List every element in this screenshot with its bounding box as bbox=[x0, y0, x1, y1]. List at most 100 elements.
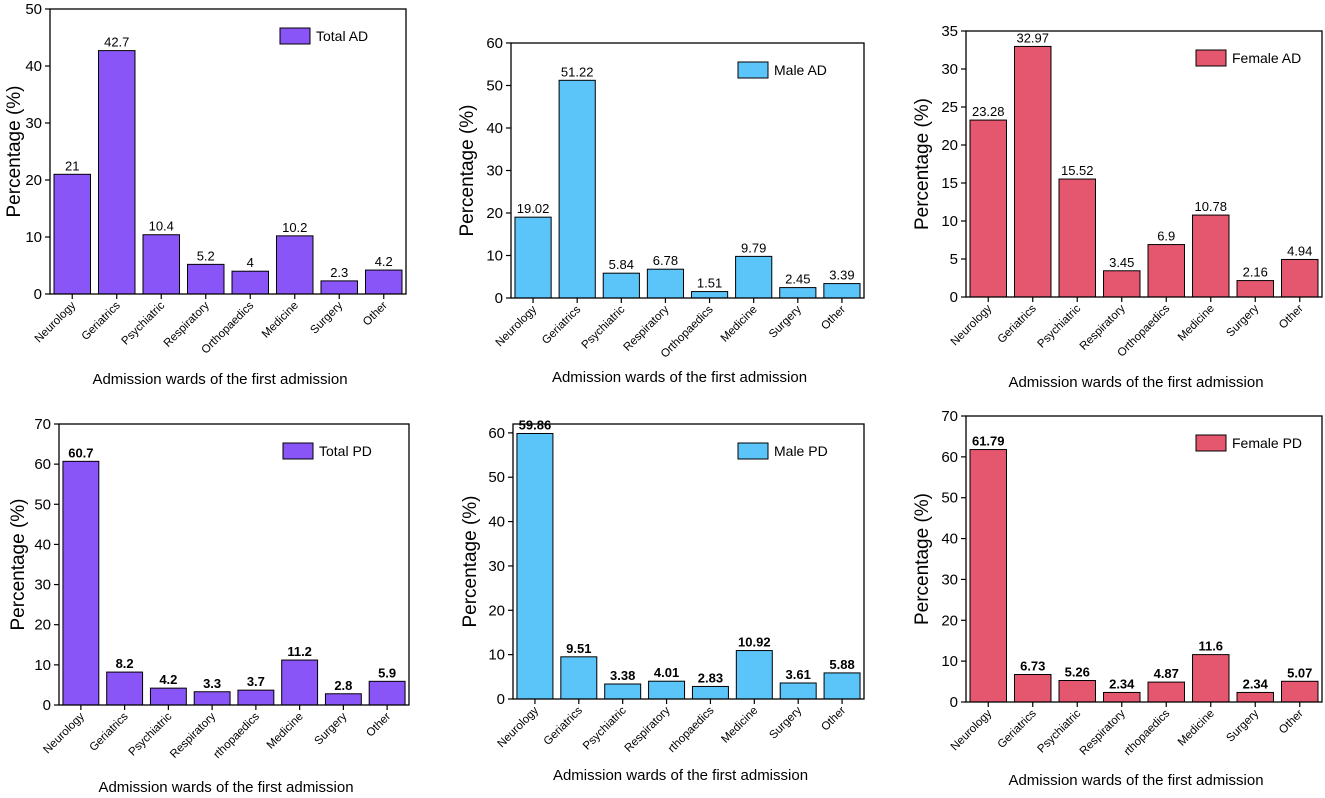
bar-psychiatric bbox=[602, 272, 640, 299]
plot-frame bbox=[512, 423, 865, 700]
bar-geriatrics bbox=[1014, 45, 1052, 298]
y-tick-label: 30 bbox=[25, 115, 42, 132]
x-axis-label: Admission wards of the first admission bbox=[1008, 374, 1263, 391]
legend-label: Total PD bbox=[319, 443, 372, 459]
y-tick-label: 40 bbox=[488, 514, 505, 531]
value-label: 5.88 bbox=[829, 657, 854, 672]
bar-surgery bbox=[779, 287, 817, 299]
x-tick-label: Neurology bbox=[496, 704, 542, 750]
y-tick-label: 60 bbox=[34, 456, 51, 473]
y-tick-label: 10 bbox=[941, 653, 958, 670]
x-tick-label: Medicine bbox=[719, 705, 760, 746]
y-axis-label: Percentage (%) bbox=[8, 498, 29, 630]
bar-psychiatric bbox=[149, 687, 187, 706]
x-tick-label: Geriatrics bbox=[80, 299, 123, 342]
y-tick-label: 0 bbox=[43, 697, 51, 714]
plot-frame bbox=[965, 30, 1323, 298]
bar-respiratory bbox=[648, 680, 686, 700]
bar-neurology bbox=[514, 216, 552, 299]
x-tick-label: Geriatrics bbox=[996, 302, 1039, 345]
legend-label: Female PD bbox=[1232, 435, 1302, 451]
value-label: 5.26 bbox=[1065, 665, 1090, 680]
x-tick-label: Psychiatric bbox=[580, 303, 628, 351]
x-tick-label: Neurology bbox=[494, 303, 540, 349]
y-tick-label: 0 bbox=[495, 290, 503, 307]
x-tick-label: Geriatrics bbox=[996, 707, 1039, 750]
bar-orthopaedics bbox=[1147, 244, 1186, 298]
bar-surgery bbox=[320, 280, 358, 295]
bar-medicine bbox=[735, 255, 773, 299]
legend-label: Female AD bbox=[1232, 50, 1301, 66]
y-tick-label: 40 bbox=[34, 536, 51, 553]
x-tick-label: Medicine bbox=[1176, 708, 1217, 749]
y-tick-label: 60 bbox=[488, 425, 505, 442]
value-label: 3.39 bbox=[829, 268, 854, 283]
y-tick-label: 50 bbox=[486, 78, 503, 95]
y-tick-label: 20 bbox=[941, 612, 958, 629]
bar-respiratory bbox=[193, 691, 231, 706]
legend-swatch bbox=[737, 61, 769, 79]
bar-other bbox=[368, 680, 406, 706]
bar-surgery bbox=[1236, 280, 1275, 298]
value-label: 5.9 bbox=[378, 665, 396, 680]
value-label: 6.73 bbox=[1020, 659, 1045, 674]
y-tick-label: 60 bbox=[941, 449, 958, 466]
value-label: 51.22 bbox=[561, 64, 594, 79]
y-tick-label: 0 bbox=[34, 286, 42, 303]
value-label: 4.2 bbox=[375, 254, 393, 269]
value-label: 10.78 bbox=[1194, 199, 1227, 214]
y-tick-label: 50 bbox=[34, 496, 51, 513]
x-tick-label: Psychiatric bbox=[120, 299, 168, 347]
value-label: 3.3 bbox=[203, 676, 221, 691]
panel-total-ad: 21 42.7 10.4 5.2 4 10.2 2.3 4.2 0 10 20 30 40 50 Neuro… bbox=[4, 1, 407, 388]
y-tick-label: 10 bbox=[486, 248, 503, 265]
bar-other bbox=[823, 283, 861, 299]
bar-surgery bbox=[1236, 691, 1275, 703]
legend-label: Total AD bbox=[316, 28, 368, 44]
y-axis-label: Percentage (%) bbox=[457, 104, 478, 236]
y-axis-label: Percentage (%) bbox=[912, 493, 933, 625]
x-tick-label: Psychiatric bbox=[581, 704, 629, 752]
x-tick-label: Respiratory bbox=[1078, 707, 1128, 757]
x-tick-label: Geriatrics bbox=[542, 704, 585, 747]
y-tick-label: 10 bbox=[34, 657, 51, 674]
value-label: 2.83 bbox=[698, 670, 723, 685]
value-label: 4.01 bbox=[654, 665, 679, 680]
panel-total-pd: 60.7 8.2 4.2 3.3 3.7 11.2 2.8 5.9 0 10 20 30 40 50 60 7… bbox=[8, 416, 410, 796]
x-axis-label: Admission wards of the first admission bbox=[92, 371, 347, 388]
y-tick-label: 0 bbox=[497, 691, 505, 708]
y-tick-label: 60 bbox=[486, 35, 503, 52]
x-tick-label: Geriatrics bbox=[540, 303, 583, 346]
value-label: 3.38 bbox=[610, 668, 635, 683]
bar-other bbox=[1281, 258, 1319, 298]
y-tick-label: 10 bbox=[25, 229, 42, 246]
value-label: 3.7 bbox=[247, 674, 265, 689]
x-tick-label: Geriatrics bbox=[87, 710, 130, 753]
bar-surgery bbox=[779, 682, 817, 700]
bar-medicine bbox=[735, 650, 773, 700]
value-label: 60.7 bbox=[68, 445, 93, 460]
value-label: 11.2 bbox=[287, 644, 312, 659]
y-tick-label: 5 bbox=[950, 251, 958, 268]
bar-psychiatric bbox=[1058, 178, 1097, 298]
x-tick-label: Neurology bbox=[41, 710, 87, 756]
bar-psychiatric bbox=[1058, 680, 1097, 703]
x-tick-label: Medicine bbox=[1176, 303, 1217, 344]
bar-neurology bbox=[516, 432, 554, 700]
y-tick-label: 40 bbox=[486, 120, 503, 137]
bar-neurology bbox=[969, 119, 1007, 298]
y-tick-label: 20 bbox=[488, 602, 505, 619]
value-label: 2.3 bbox=[330, 265, 348, 280]
bar-rthopaedics bbox=[237, 689, 275, 706]
x-tick-label: Other bbox=[1277, 303, 1306, 332]
legend-swatch bbox=[1195, 434, 1227, 452]
y-axis-label: Percentage (%) bbox=[912, 98, 933, 230]
x-tick-label: rthopaedics bbox=[1122, 707, 1173, 758]
bar-psychiatric bbox=[142, 234, 180, 295]
value-label: 5.07 bbox=[1287, 665, 1312, 680]
panel-male-ad: 19.02 51.22 5.84 6.78 1.51 9.79 2.45 3.39 0 10 20 3… bbox=[457, 35, 865, 386]
bar-other bbox=[1281, 680, 1319, 703]
y-tick-label: 10 bbox=[941, 213, 958, 230]
x-tick-label: Other bbox=[1277, 708, 1306, 737]
y-tick-label: 20 bbox=[486, 205, 503, 222]
